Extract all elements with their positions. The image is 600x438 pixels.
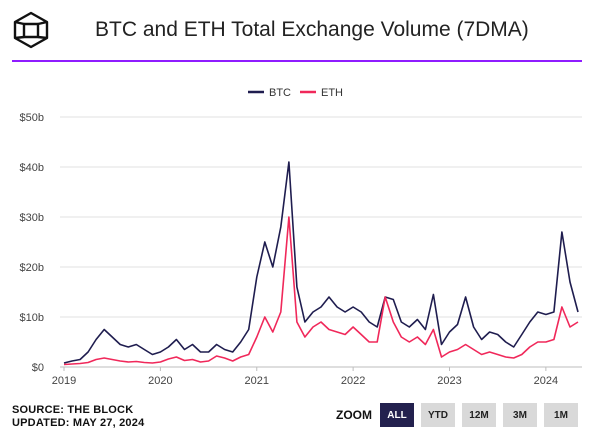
y-tick-label: $50b: [20, 112, 44, 124]
y-tick-label: $30b: [20, 212, 44, 224]
x-tick-label: 2023: [437, 375, 461, 387]
series-layer: [63, 161, 579, 366]
x-tick-label: 2020: [148, 375, 172, 387]
the-block-logo-icon: [13, 11, 49, 49]
zoom-3m-button[interactable]: 3M: [503, 403, 537, 427]
series-line-eth: [63, 216, 579, 366]
y-tick-label: $10b: [20, 312, 44, 324]
source-text: SOURCE: THE BLOCK: [12, 404, 134, 416]
x-axis: 2019 2020 2021 2022 2023 2024: [52, 367, 558, 387]
chart-header: BTC and ETH Total Exchange Volume (7DMA): [0, 0, 600, 62]
y-tick-label: $0: [32, 362, 44, 374]
chart-legend[interactable]: BTC ETH: [248, 87, 343, 99]
zoom-label: ZOOM: [336, 408, 372, 422]
zoom-1m-button[interactable]: 1M: [544, 403, 578, 427]
chart-title: BTC and ETH Total Exchange Volume (7DMA): [95, 18, 529, 41]
zoom-control: ZOOM ALL YTD 12M 3M 1M: [336, 403, 578, 427]
chart-grid: [60, 116, 582, 368]
title-divider: [12, 60, 582, 62]
x-tick-label: 2021: [245, 375, 269, 387]
x-tick-label: 2024: [534, 375, 558, 387]
footer-source-block: SOURCE: THE BLOCK UPDATED: MAY 27, 2024: [12, 404, 144, 430]
zoom-ytd-button[interactable]: YTD: [421, 403, 455, 427]
y-tick-label: $40b: [20, 162, 44, 174]
y-axis: $0 $10b $20b $30b $40b $50b: [20, 112, 44, 374]
legend-item-eth[interactable]: ETH: [300, 87, 343, 99]
legend-item-btc[interactable]: BTC: [248, 87, 291, 99]
legend-label-btc: BTC: [269, 87, 291, 99]
zoom-all-button[interactable]: ALL: [380, 403, 414, 427]
x-tick-label: 2022: [341, 375, 365, 387]
zoom-12m-button[interactable]: 12M: [462, 403, 496, 427]
legend-label-eth: ETH: [321, 87, 343, 99]
updated-text: UPDATED: MAY 27, 2024: [12, 417, 145, 429]
volume-chart: BTC ETH $0$10b$20b$30b$40b$50b 2019 2020 20…: [20, 87, 582, 387]
x-tick-label: 2019: [52, 375, 76, 387]
y-tick-label: $20b: [20, 262, 44, 274]
series-line-btc: [63, 161, 579, 364]
